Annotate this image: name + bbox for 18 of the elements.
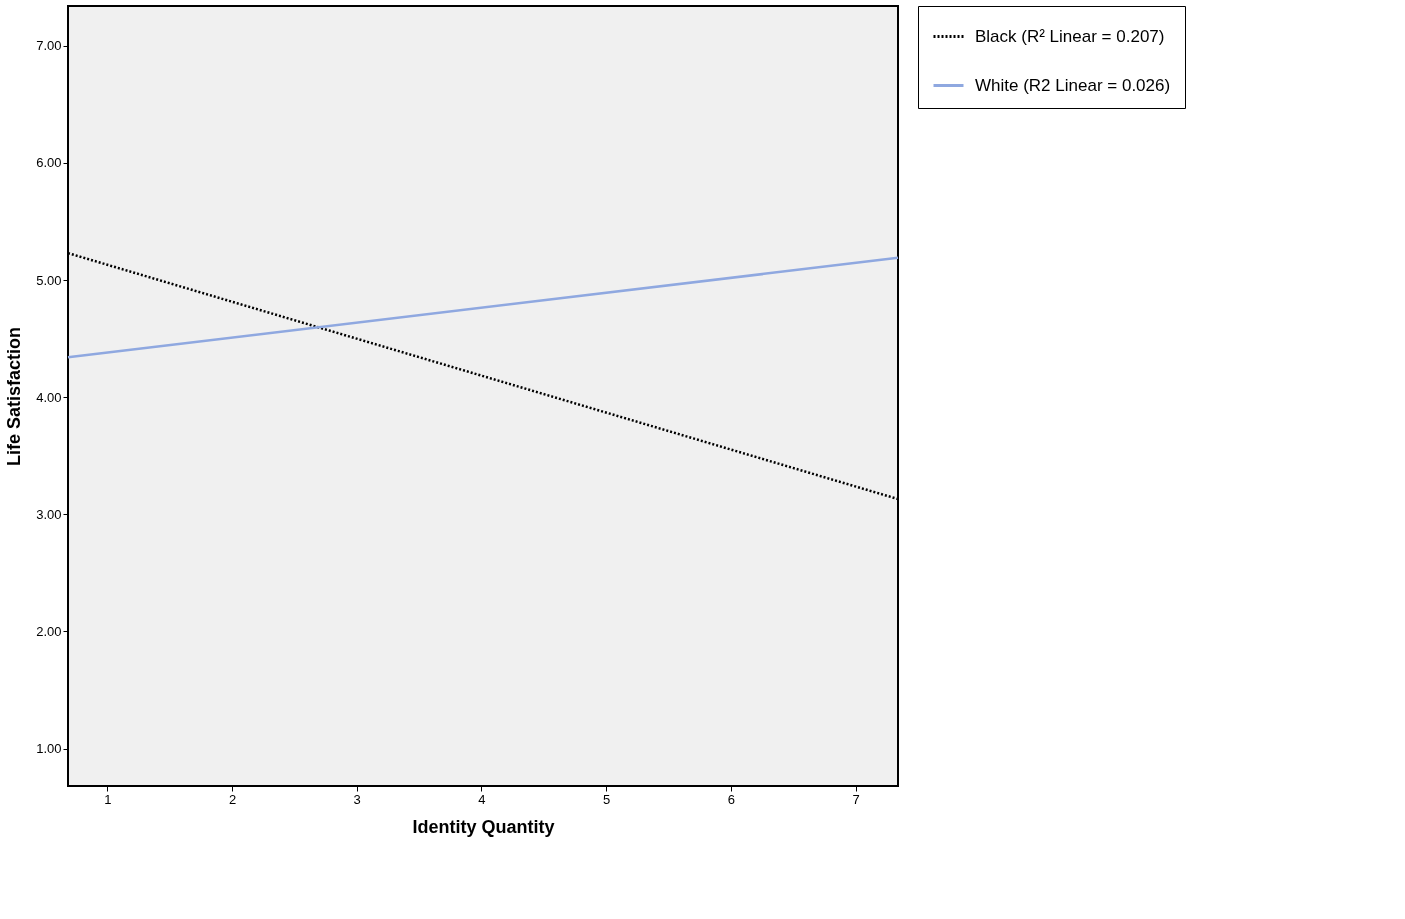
y-axis-title: Life Satisfaction [4, 326, 25, 467]
x-tick-label: 1 [104, 791, 112, 807]
y-tick-label: 6.00 [36, 155, 62, 171]
x-tick-label: 6 [727, 791, 735, 807]
x-axis-title: Identity Quantity [412, 816, 555, 837]
x-tick-label: 3 [353, 791, 361, 807]
y-tick-label: 5.00 [36, 272, 62, 288]
x-tick-label: 4 [478, 791, 486, 807]
y-tick-label: 1.00 [36, 741, 62, 757]
y-tick-label: 4.00 [36, 389, 62, 405]
x-tick-label: 5 [603, 791, 611, 807]
legend-label: Black (R² Linear = 0.207) [975, 26, 1165, 46]
x-tick-label: 2 [228, 791, 237, 807]
y-tick-label: 2.00 [36, 623, 62, 639]
legend-label: White (R2 Linear = 0.026) [975, 75, 1171, 95]
y-tick-label: 7.00 [36, 38, 62, 54]
y-tick-label: 3.00 [36, 506, 62, 522]
x-tick-label: 7 [852, 791, 860, 807]
